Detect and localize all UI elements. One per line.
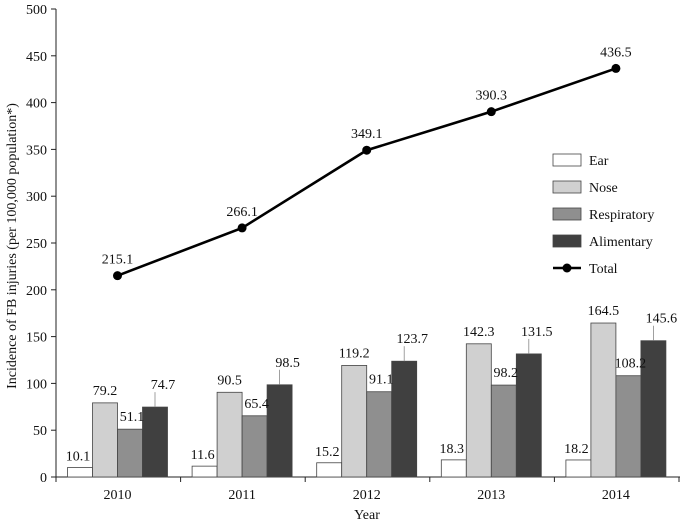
x-axis-label: Year	[354, 508, 380, 523]
total-line-path	[117, 67, 617, 277]
bar-alimentary-2012	[391, 360, 418, 478]
bar-value-label: 18.3	[440, 442, 465, 457]
bar-value-label: 15.2	[315, 445, 340, 460]
bar-respiratory-2013	[490, 384, 517, 478]
bar-respiratory-2011	[241, 415, 268, 478]
bar-value-label: 131.5	[521, 325, 553, 340]
y-tick-label: 200	[26, 284, 47, 299]
y-tick-label: 400	[26, 97, 47, 112]
bar-value-label: 142.3	[463, 325, 495, 340]
total-point-2013	[486, 107, 496, 117]
bar-value-label: 145.6	[646, 312, 678, 327]
bar-value-label: 65.4	[244, 397, 269, 412]
bar-ear-2013	[440, 459, 467, 478]
bar-value-label: 90.5	[217, 373, 242, 388]
bar-value-label: 18.2	[564, 442, 589, 457]
bar-value-label: 98.2	[494, 366, 519, 381]
total-value-label: 215.1	[102, 253, 134, 268]
legend-label-nose: Nose	[589, 181, 618, 196]
legend-swatch-ear	[552, 153, 582, 167]
y-tick-label: 450	[26, 50, 47, 65]
data-labels: 10.1 11.6 15.2 18.3 18.2 79.2 90.5 119.2 142.3 16…	[66, 45, 677, 464]
bar-respiratory-2010	[117, 428, 143, 478]
bar-value-label: 91.1	[369, 373, 394, 388]
bar-value-label: 11.6	[191, 448, 215, 463]
bar-alimentary-2011	[266, 384, 293, 478]
bar-value-label: 98.5	[275, 356, 300, 371]
bar-nose-2010	[92, 402, 118, 478]
total-point-2011	[237, 223, 247, 233]
legend-swatch-alimentary	[552, 234, 582, 248]
bar-respiratory-2014	[615, 375, 642, 478]
total-value-label: 266.1	[226, 205, 258, 220]
legend: Ear Nose Respiratory Alimentary Total	[552, 153, 654, 277]
bar-nose-2012	[341, 365, 368, 478]
y-axis-label: Incidence of FB injuries (per 100,000 po…	[5, 103, 20, 389]
y-axis: 0 50 100 150 200 250 300 350 400 450 500	[26, 3, 57, 486]
bar-ear-2010	[67, 467, 93, 478]
legend-label-alimentary: Alimentary	[589, 235, 653, 250]
x-tick-label: 2013	[477, 488, 505, 503]
bar-value-label: 108.2	[615, 357, 647, 372]
bar-nose-2011	[216, 391, 243, 478]
y-tick-label: 500	[26, 3, 47, 18]
x-tick-label: 2010	[104, 488, 132, 503]
bars	[67, 322, 667, 478]
y-tick-label: 50	[33, 424, 47, 439]
bar-value-label: 74.7	[151, 378, 176, 393]
legend-swatch-total-marker	[562, 263, 572, 273]
y-tick-label: 350	[26, 143, 47, 158]
total-point-2010	[113, 271, 122, 281]
total-value-label: 349.1	[351, 127, 383, 142]
legend-label-total: Total	[589, 262, 618, 277]
bar-alimentary-2010	[142, 406, 168, 478]
bar-nose-2013	[465, 343, 492, 478]
bar-ear-2011	[191, 465, 218, 478]
y-tick-label: 0	[40, 471, 47, 486]
x-tick-label: 2012	[353, 488, 381, 503]
legend-swatch-nose	[552, 180, 582, 194]
bar-value-label: 123.7	[396, 332, 428, 347]
total-value-label: 436.5	[600, 45, 632, 60]
x-tick-label: 2011	[228, 488, 255, 503]
x-axis: 2010 2011 2012 2013 2014	[55, 476, 680, 503]
total-point-2012	[362, 145, 372, 155]
bar-value-label: 10.1	[66, 450, 91, 465]
bar-alimentary-2014	[640, 340, 667, 478]
legend-label-respiratory: Respiratory	[589, 208, 654, 223]
y-tick-label: 300	[26, 190, 47, 205]
total-point-2014	[611, 63, 621, 73]
legend-label-ear: Ear	[589, 154, 609, 169]
bar-alimentary-2013	[515, 353, 542, 478]
y-tick-label: 100	[26, 377, 47, 392]
bar-nose-2014	[590, 322, 617, 478]
y-tick-label: 250	[26, 237, 47, 252]
bar-respiratory-2012	[366, 391, 393, 478]
x-tick-label: 2014	[602, 488, 630, 503]
total-value-label: 390.3	[476, 89, 508, 104]
bar-value-label: 51.1	[120, 410, 145, 425]
total-line	[113, 63, 621, 281]
bar-value-label: 119.2	[339, 346, 370, 361]
y-tick-label: 150	[26, 331, 47, 346]
bar-value-label: 164.5	[588, 304, 620, 319]
bar-ear-2012	[316, 462, 343, 478]
bar-ear-2014	[565, 459, 592, 478]
legend-swatch-respiratory	[552, 207, 582, 221]
bar-value-label: 79.2	[93, 384, 118, 399]
